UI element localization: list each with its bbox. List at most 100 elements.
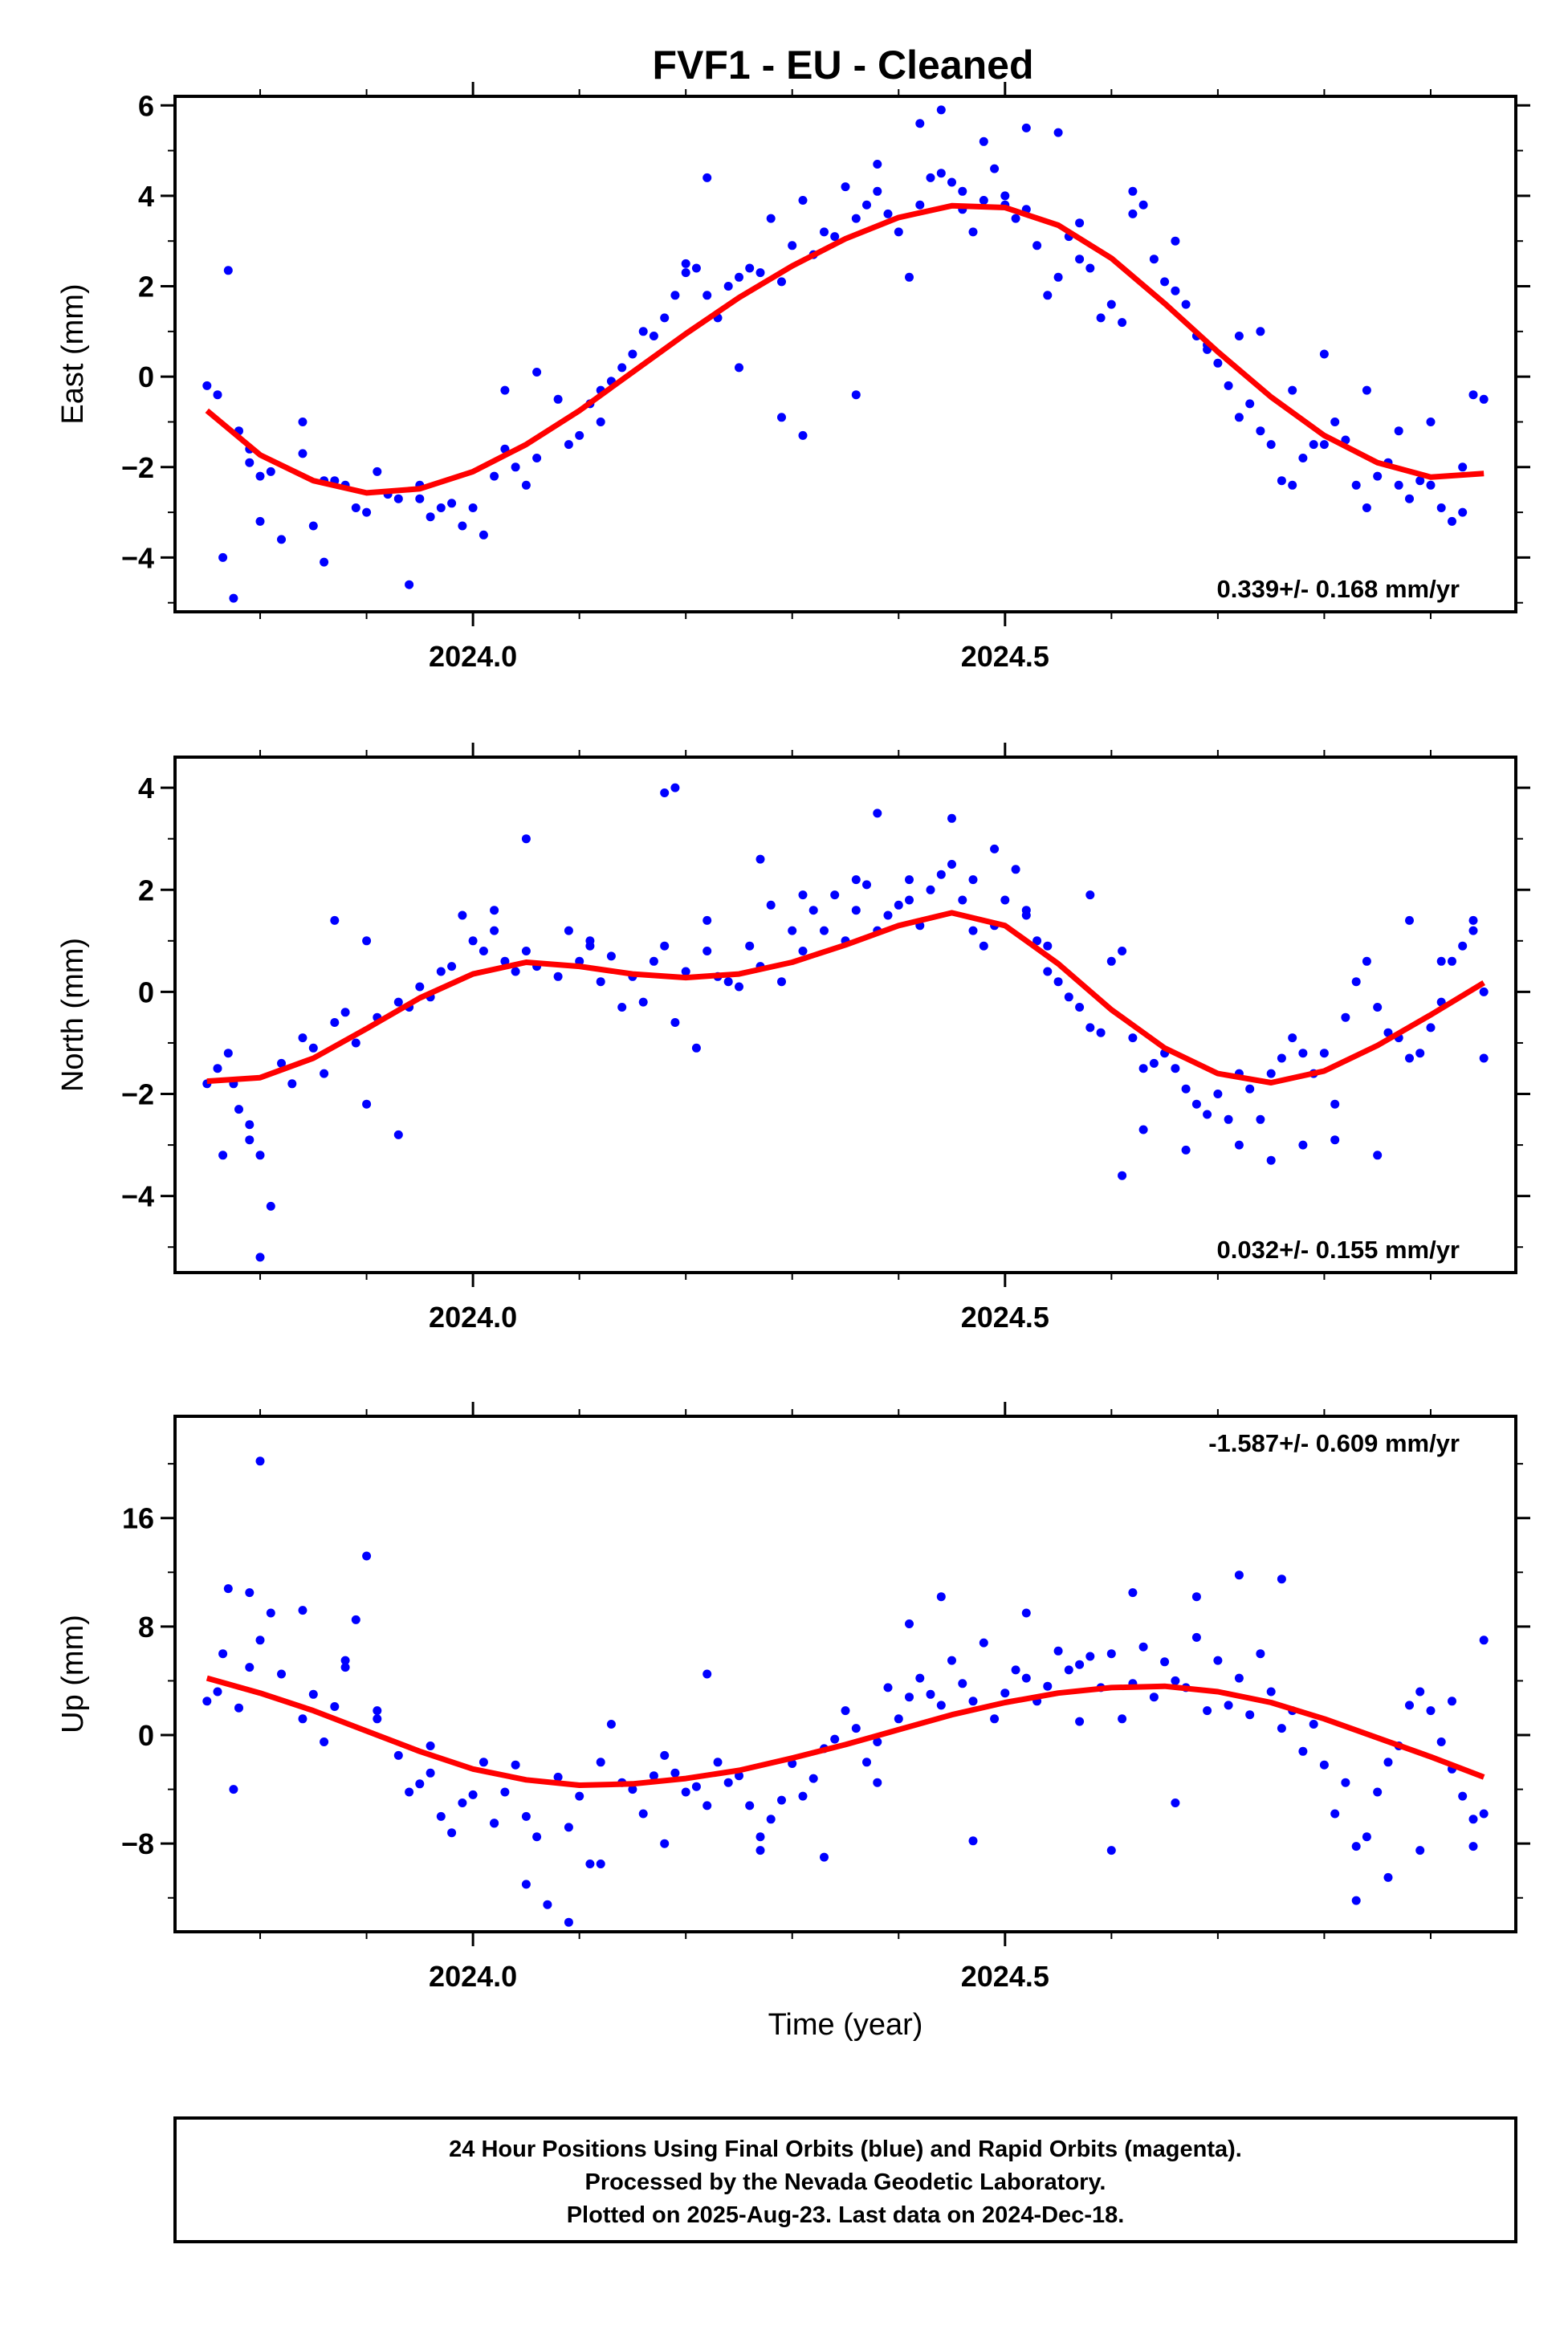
up-point [308,1689,318,1699]
up-point [479,1758,488,1767]
north-point [1032,936,1042,946]
east-point [553,394,563,404]
north-point [1128,1033,1138,1043]
north-point [468,936,478,946]
up-point [1011,1665,1020,1675]
up-point [218,1649,228,1659]
up-y-axis-label: Up (mm) [56,1615,90,1733]
east-point [1394,426,1403,436]
east-point [915,119,925,128]
east-point [447,499,457,508]
east-point [255,516,265,526]
north-point [1118,947,1127,955]
east-points [202,105,1489,603]
north-point [1277,1053,1286,1063]
north-point [596,977,605,987]
north-point [1479,987,1489,996]
east-point [479,530,488,540]
north-point [415,982,425,992]
up-point [1191,1632,1201,1642]
north-point [1138,1064,1148,1073]
east-point [1458,507,1468,517]
east-point [1075,255,1085,264]
east-point [1373,471,1383,481]
footer-line-3: Plotted on 2025-Aug-23. Last data on 202… [567,2202,1125,2228]
north-point [1405,915,1414,925]
north-point [1458,941,1468,951]
north-point [1256,1114,1265,1124]
east-point [820,227,829,237]
east-point [1138,200,1148,210]
up-point [703,1669,712,1679]
up-point [926,1689,935,1699]
east-point [1032,241,1042,251]
north-point [1288,1033,1297,1043]
north-point [788,926,797,935]
up-point [1468,1842,1478,1851]
up-point [1405,1701,1414,1710]
east-point [532,368,542,377]
up-point [1171,1798,1180,1807]
north-point [851,906,861,915]
east-point [990,164,1000,173]
up-point [1436,1737,1446,1746]
north-rate-annotation: 0.032+/- 0.155 mm/yr [1217,1236,1460,1264]
east-point [830,232,840,242]
north-point [820,926,829,935]
up-point [1330,1809,1340,1819]
up-point [298,1714,307,1724]
east-point [1394,480,1403,490]
up-point [766,1815,776,1824]
north-point [1149,1058,1159,1068]
north-frame [173,756,1517,1274]
east-point [873,160,882,169]
north-point [1319,1049,1329,1058]
east-point [883,209,893,218]
up-point [1160,1657,1170,1667]
north-y-tick-label: −4 [121,1180,154,1213]
north-point [1330,1099,1340,1109]
north-point [1468,926,1478,935]
north-point [1234,1140,1244,1150]
up-fit-line [206,1675,1485,1788]
east-point [426,512,435,522]
north-point [606,951,616,961]
north-point [511,967,520,976]
north-point [1138,1125,1148,1134]
north-point [777,977,786,987]
east-point [1288,385,1297,395]
up-point [691,1782,701,1791]
north-point [255,1253,265,1262]
north-point [436,967,446,976]
east-point [1298,454,1308,462]
up-point [245,1663,255,1672]
north-point [947,813,956,823]
east-point [218,552,228,562]
up-point [1075,1717,1085,1726]
east-point [223,266,233,275]
east-point [298,449,307,458]
north-point [1266,1155,1276,1165]
east-point [1213,358,1223,368]
up-point [873,1778,882,1787]
north-point [1203,1110,1212,1119]
up-point [340,1663,350,1672]
north-point [393,1130,403,1139]
north-point [1191,1099,1201,1109]
north-point [564,926,573,935]
north-point [1330,1135,1340,1145]
east-point [1319,440,1329,450]
east-point [703,173,712,182]
up-frame [173,1415,1517,1933]
east-point [1415,476,1425,486]
east-point [1319,349,1329,359]
east-point [1118,318,1127,328]
north-point [883,910,893,920]
east-point [617,363,627,373]
up-point [1191,1592,1201,1602]
north-point [553,972,563,981]
up-point [298,1606,307,1615]
up-point [458,1798,467,1807]
north-point [905,875,914,885]
east-point [1000,191,1010,201]
